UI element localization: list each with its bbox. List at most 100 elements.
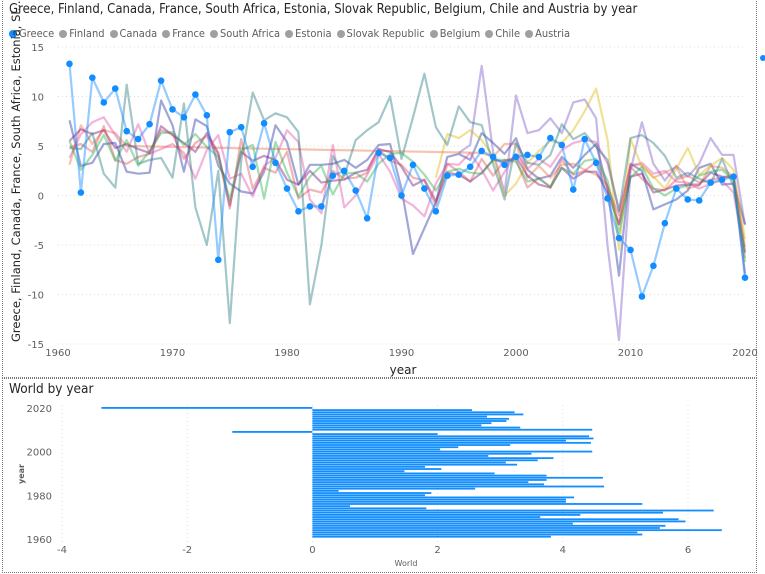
bar-1995 bbox=[312, 461, 506, 464]
bar-1977 bbox=[312, 500, 566, 503]
data-point-greece bbox=[260, 119, 268, 127]
data-point-greece bbox=[707, 179, 714, 186]
legend-item-belgium[interactable]: Belgium bbox=[429, 27, 480, 40]
bar-1994 bbox=[312, 463, 518, 466]
bar-1968 bbox=[312, 520, 686, 523]
bar-2008 bbox=[312, 433, 438, 435]
bar-chart-title: World by year bbox=[9, 381, 94, 397]
bar-chart-visual[interactable]: World by year -4 -2 0 2 4 6 2020 2000 1980 1960 Wo… bbox=[2, 378, 757, 573]
x-tick-label: -4 bbox=[57, 545, 67, 556]
bar-1966 bbox=[312, 524, 666, 527]
data-point-greece bbox=[432, 208, 440, 215]
y-tick-label: -5 bbox=[34, 241, 44, 252]
legend-item-finland[interactable]: Finland bbox=[59, 27, 105, 40]
line-chart-legend: Greece Finland Canada France South Africa Est… bbox=[9, 27, 570, 40]
series-line-finland bbox=[68, 99, 747, 277]
bar-2015 bbox=[312, 417, 509, 420]
data-point-greece bbox=[249, 163, 256, 171]
data-point-greece bbox=[650, 262, 657, 270]
bar-2019 bbox=[312, 409, 473, 411]
data-point-greece bbox=[215, 256, 222, 264]
legend-label: Finland bbox=[69, 27, 105, 40]
data-point-greece bbox=[318, 203, 325, 210]
bar-1993 bbox=[312, 465, 426, 468]
data-point-greece bbox=[123, 127, 130, 135]
bar-1981 bbox=[312, 492, 432, 494]
bar-2005 bbox=[312, 439, 566, 442]
legend-item-slovak-republic[interactable]: Slovak Republic bbox=[336, 27, 425, 40]
bar-2018 bbox=[312, 411, 515, 414]
data-point-greece bbox=[604, 195, 611, 202]
data-point-greece bbox=[684, 196, 692, 203]
data-point-greece bbox=[444, 172, 451, 179]
series-line-south-africa bbox=[68, 116, 747, 259]
legend-dot-icon bbox=[485, 29, 494, 38]
x-tick-label: 2 bbox=[434, 545, 440, 556]
legend-item-france[interactable]: France bbox=[162, 27, 205, 40]
legend-dot-icon bbox=[760, 55, 765, 61]
data-point-greece bbox=[375, 149, 382, 157]
series-line-france bbox=[68, 125, 747, 274]
bar-1976 bbox=[312, 503, 643, 505]
data-point-greece bbox=[157, 77, 165, 84]
data-point-greece bbox=[203, 112, 211, 119]
legend-item-south-africa[interactable]: South Africa bbox=[210, 27, 280, 40]
bar-1985 bbox=[312, 483, 545, 486]
data-point-greece bbox=[535, 153, 543, 161]
legend-dot-icon bbox=[109, 29, 118, 38]
x-tick-label: 1960 bbox=[45, 348, 70, 359]
bar-2004 bbox=[312, 441, 591, 444]
legend-item-chile[interactable]: Chile bbox=[485, 27, 520, 40]
bar-1967 bbox=[312, 522, 573, 525]
y-tick-label: 15 bbox=[31, 43, 44, 54]
data-point-greece bbox=[340, 167, 348, 175]
data-point-greece bbox=[329, 172, 337, 179]
x-tick-label: 1970 bbox=[160, 348, 185, 359]
data-point-greece bbox=[673, 185, 680, 192]
x-tick-label: 2010 bbox=[618, 348, 643, 359]
data-point-greece bbox=[89, 74, 96, 81]
data-point-greece bbox=[558, 141, 566, 149]
data-point-greece bbox=[421, 185, 428, 192]
legend-label: Estonia bbox=[295, 27, 332, 40]
data-point-greece bbox=[581, 135, 588, 143]
legend-dot-icon bbox=[162, 29, 171, 38]
bar-1990 bbox=[312, 472, 495, 475]
bar-1978 bbox=[312, 498, 566, 501]
bar-1982 bbox=[312, 489, 339, 492]
legend-item-austria[interactable]: Austria bbox=[525, 27, 570, 40]
bar-2009 bbox=[232, 431, 313, 433]
data-point-greece bbox=[718, 176, 726, 183]
bar-1988 bbox=[312, 476, 603, 479]
bar-1972 bbox=[312, 511, 663, 514]
bar-2001 bbox=[312, 448, 441, 451]
x-tick-label: 4 bbox=[560, 545, 566, 556]
series-line-estonia bbox=[458, 64, 747, 342]
legend-item-canada[interactable]: Canada bbox=[109, 27, 157, 40]
bar-1998 bbox=[312, 455, 489, 457]
x-tick-label: -2 bbox=[182, 545, 192, 556]
bar-1992 bbox=[312, 468, 442, 470]
legend-dot-icon bbox=[285, 29, 294, 38]
legend-dot-icon bbox=[336, 29, 345, 38]
data-point-greece bbox=[386, 154, 394, 162]
bar-1975 bbox=[312, 505, 350, 508]
x-tick-label: 2000 bbox=[503, 348, 528, 359]
line-chart-visual[interactable]: Greece, Finland, Canada, France, South A… bbox=[2, 0, 758, 378]
legend-dot-icon bbox=[525, 29, 534, 38]
bar-2016 bbox=[312, 415, 488, 418]
x-tick-label: 1990 bbox=[389, 348, 414, 359]
data-point-greece bbox=[409, 161, 417, 169]
bar-2013 bbox=[312, 422, 492, 425]
legend-item-greece[interactable]: Greece bbox=[9, 27, 54, 40]
x-tick-label: 0 bbox=[309, 545, 315, 556]
data-point-greece bbox=[489, 153, 497, 161]
bar-1989 bbox=[312, 474, 547, 477]
legend-label: Greece bbox=[19, 27, 55, 40]
data-point-greece bbox=[741, 274, 749, 281]
legend-item-estonia[interactable]: Estonia bbox=[285, 27, 332, 40]
x-tick-label: 6 bbox=[685, 545, 691, 556]
bar-2007 bbox=[312, 435, 590, 438]
legend-label: Chile bbox=[495, 27, 521, 40]
